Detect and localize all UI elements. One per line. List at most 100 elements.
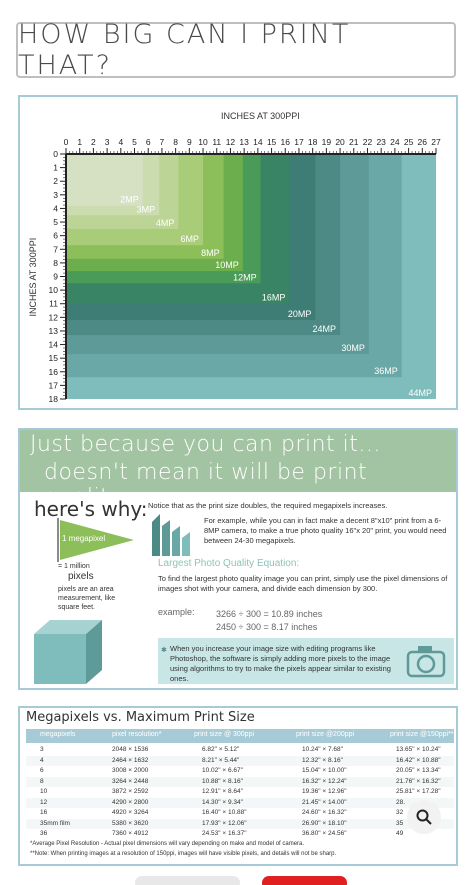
x-tick-label: 6 xyxy=(146,137,151,147)
cell-300ppi: 12.91" × 8.64" xyxy=(202,788,243,795)
cell-resolution: 4290 × 2800 xyxy=(112,798,149,806)
series-label-6mp: 6MP xyxy=(181,234,200,244)
cell-200ppi: 19.36" × 12.96" xyxy=(302,788,347,795)
x-tick-label: 24 xyxy=(390,137,400,147)
cell-megapixels: 6 xyxy=(40,767,44,774)
x-tick-label: 23 xyxy=(376,137,386,147)
quality-banner: Just because you can print it... doesn't… xyxy=(20,430,456,510)
example-label: example: xyxy=(158,607,195,617)
tip-text: When you increase your image size with e… xyxy=(170,644,391,683)
cell-megapixels: 36 xyxy=(40,830,48,837)
series-label-4mp: 4MP xyxy=(156,218,175,228)
series-label-10mp: 10MP xyxy=(215,260,239,270)
pixels-label: pixels xyxy=(68,571,94,582)
page-title-box: HOW BIG CAN I PRINT THAT? xyxy=(16,19,456,81)
series-label-3mp: 3MP xyxy=(137,204,156,214)
x-tick-label: 11 xyxy=(212,137,221,147)
cell-resolution: 3264 × 2448 xyxy=(112,777,149,785)
series-label-2mp: 2MP xyxy=(120,195,139,205)
cell-300ppi: 8.21" × 5.44" xyxy=(202,756,240,764)
y-tick-label: 10 xyxy=(49,285,59,295)
pennant-label: 1 megapixel xyxy=(62,534,106,543)
cell-200ppi: 16.32" × 12.24" xyxy=(302,777,347,785)
banner-line-2: doesn't mean it will be print quality. xyxy=(44,460,368,510)
camera-icon xyxy=(406,646,446,678)
megapixel-pennant xyxy=(57,518,134,562)
cell-200ppi: 36.80" × 24.56" xyxy=(302,830,347,837)
cell-resolution: 2048 × 1536 xyxy=(112,746,149,753)
series-label-8mp: 8MP xyxy=(201,248,220,258)
cell-megapixels: 10 xyxy=(40,788,48,795)
y-tick-label: 13 xyxy=(49,326,59,336)
series-label-36mp: 36MP xyxy=(374,366,398,376)
col-header-200ppi: print size @200ppi xyxy=(296,731,355,738)
cell-300ppi: 10.02" × 6.67" xyxy=(202,767,243,774)
x-tick-label: 26 xyxy=(418,137,428,147)
cell-150ppi: 16.42" × 10.88" xyxy=(396,756,441,764)
y-tick-label: 8 xyxy=(53,258,58,268)
x-tick-label: 8 xyxy=(173,137,178,147)
cell-150ppi: 21.76" × 16.32" xyxy=(396,777,441,785)
cell-150ppi: 35 xyxy=(396,819,404,827)
cell-megapixels: 16 xyxy=(40,809,48,816)
cell-150ppi: 20.05" × 13.34" xyxy=(396,767,441,774)
y-tick-label: 12 xyxy=(49,312,59,322)
x-tick-label: 16 xyxy=(281,137,291,147)
cell-300ppi: 10.88" × 8.16" xyxy=(202,777,243,785)
x-tick-label: 9 xyxy=(187,137,192,147)
cell-megapixels: 12 xyxy=(40,798,48,806)
largest-equation-heading: Largest Photo Quality Equation: xyxy=(158,558,300,569)
series-label-30mp: 30MP xyxy=(341,343,365,353)
x-tick-label: 1 xyxy=(77,137,82,147)
col-header-300ppi: print size @ 300ppi xyxy=(194,731,255,738)
cell-resolution: 3008 × 2000 xyxy=(112,767,149,774)
x-tick-label: 17 xyxy=(294,137,304,147)
x-tick-label: 4 xyxy=(118,137,123,147)
cell-resolution: 2464 × 1632 xyxy=(112,756,149,764)
y-tick-label: 17 xyxy=(49,380,59,390)
cell-megapixels: 3 xyxy=(40,746,44,753)
million-label: = 1 million xyxy=(58,563,90,570)
y-tick-label: 14 xyxy=(49,340,59,350)
y-tick-label: 0 xyxy=(53,149,58,159)
x-tick-label: 0 xyxy=(64,137,69,147)
y-tick-label: 7 xyxy=(53,244,58,254)
col-header-resolution: pixel resolution* xyxy=(112,731,162,738)
area-rect-2mp xyxy=(66,154,143,206)
cell-300ppi: 14.30" × 9.34" xyxy=(202,798,243,806)
y-tick-label: 3 xyxy=(53,190,58,200)
search-icon xyxy=(416,809,432,825)
search-button[interactable] xyxy=(407,800,441,834)
cell-resolution: 4920 × 3264 xyxy=(112,809,149,816)
table-row: 10 3872 × 2592 12.91" × 8.64" 19.36" × 12.9… xyxy=(26,787,454,797)
series-label-20mp: 20MP xyxy=(288,309,312,319)
x-axis-label: INCHES AT 300PPI xyxy=(221,111,300,121)
cell-150ppi: 25.81" × 17.28" xyxy=(396,788,441,795)
y-tick-label: 11 xyxy=(49,299,58,309)
table-row: 6 3008 × 2000 10.02" × 6.67" 15.04" × 10.00… xyxy=(26,766,454,776)
cell-300ppi: 24.53" × 16.37" xyxy=(202,830,247,837)
x-tick-label: 15 xyxy=(267,137,277,147)
table-row: 35mm film 5380 × 3620 17.93" × 12.06" 26.90… xyxy=(26,818,454,829)
cell-resolution: 7360 × 4912 xyxy=(112,830,149,837)
cell-200ppi: 10.24" × 7.68" xyxy=(302,746,343,753)
x-tick-label: 3 xyxy=(105,137,110,147)
y-tick-label: 15 xyxy=(49,353,59,363)
table-title: Megapixels vs. Maximum Print Size xyxy=(26,710,255,725)
cell-megapixels: 4 xyxy=(40,756,44,764)
y-tick-label: 6 xyxy=(53,231,58,241)
x-tick-label: 22 xyxy=(363,137,373,147)
print-size-chart: INCHES AT 300PPI INCHES AT 300PPI 44MP 36MP… xyxy=(18,95,458,410)
cell-200ppi: 15.04" × 10.00" xyxy=(302,767,347,774)
cell-200ppi: 26.90" × 18.10" xyxy=(302,819,347,827)
area-note: pixels are an area measurement, like squ… xyxy=(58,586,116,611)
x-tick-label: 27 xyxy=(431,137,441,147)
cell-megapixels: 35mm film xyxy=(40,819,70,827)
y-axis-label: INCHES AT 300PPI xyxy=(28,238,38,317)
table-note-2: **Note: When printing images at a resolu… xyxy=(30,851,337,857)
y-tick-label: 18 xyxy=(49,394,59,404)
bar-chart-icon xyxy=(152,514,190,556)
equation-2: 2450 ÷ 300 = 8.17 inches xyxy=(216,622,318,632)
x-tick-label: 5 xyxy=(132,137,137,147)
